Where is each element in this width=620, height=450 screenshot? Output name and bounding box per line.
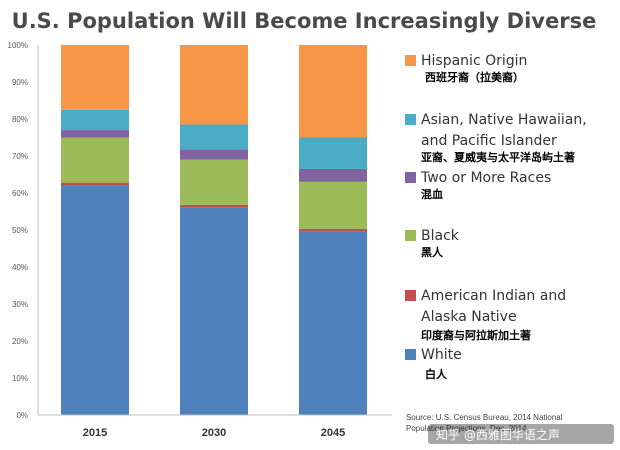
- legend-label-asian-1: Asian, Native Hawaiian,: [421, 112, 587, 128]
- y-tick-label-8: 80%: [12, 115, 28, 124]
- bar-2015-two-or-more-races: [61, 130, 129, 138]
- y-tick-label-1: 10%: [12, 374, 28, 383]
- legend-label-two-or-more: Two or More Races: [420, 170, 551, 186]
- source-note-line2: Population Projections, Dec. 2014: [406, 424, 527, 433]
- bar-2015-hispanic-origin: [61, 45, 129, 110]
- bar-2045-black: [299, 181, 367, 229]
- watermark-backdrop: [428, 424, 614, 444]
- x-tick-label-2045: 2045: [321, 427, 345, 439]
- legend-label-white-zh: 白人: [425, 367, 448, 381]
- legend-label-white: White: [421, 347, 462, 363]
- y-axis: 0% 10% 20% 30% 40% 50% 60% 70% 80% 90% 100%: [8, 41, 39, 420]
- bar-2030-american-indian-and-alaska-native: [180, 204, 248, 208]
- legend-label-asian-zh: 亚裔、夏威夷与太平洋岛屿土著: [421, 150, 575, 164]
- bar-2015-white: [61, 185, 129, 415]
- legend-label-hispanic-zh: 西班牙裔（拉美裔）: [425, 70, 524, 84]
- source-note-line1: Source: U.S. Census Bureau, 2014 Nationa…: [406, 413, 563, 422]
- legend: Hispanic Origin 西班牙裔（拉美裔） Asian, Native …: [405, 53, 587, 381]
- bar-2045-hispanic-origin: [299, 45, 367, 138]
- bar-2045-american-indian-and-alaska-native: [299, 228, 367, 232]
- legend-label-hispanic: Hispanic Origin: [421, 53, 527, 69]
- legend-label-black: Black: [421, 228, 460, 244]
- x-tick-label-2030: 2030: [202, 427, 226, 439]
- y-tick-label-2: 20%: [12, 337, 28, 346]
- y-tick-label-5: 50%: [12, 226, 28, 235]
- y-tick-label-10: 100%: [8, 41, 28, 50]
- bar-2045-two-or-more-races: [299, 168, 367, 182]
- x-tick-label-2015: 2015: [83, 427, 107, 439]
- legend-swatch-black: [405, 230, 416, 241]
- stacked-bars: [61, 45, 367, 415]
- chart-title: U.S. Population Will Become Increasingly…: [12, 9, 597, 33]
- legend-label-american-indian-1: American Indian and: [421, 288, 566, 304]
- legend-label-american-indian-zh: 印度裔与阿拉斯加土著: [421, 328, 531, 342]
- legend-swatch-two-or-more: [405, 172, 416, 183]
- legend-swatch-white: [405, 349, 416, 360]
- watermark: 知乎 @西雅图华语之声: [428, 424, 614, 444]
- y-tick-label-4: 40%: [12, 263, 28, 272]
- legend-swatch-asian: [405, 114, 416, 125]
- y-tick-label-0: 0%: [16, 411, 28, 420]
- watermark-text: 知乎 @西雅图华语之声: [436, 427, 560, 442]
- y-tick-label-7: 70%: [12, 152, 28, 161]
- legend-swatch-american-indian: [405, 290, 416, 301]
- bar-2015-black: [61, 137, 129, 183]
- bar-2015-american-indian-and-alaska-native: [61, 182, 129, 186]
- y-tick-label-6: 60%: [12, 189, 28, 198]
- legend-label-black-zh: 黑人: [421, 245, 444, 259]
- bar-2030-black: [180, 159, 248, 205]
- y-tick-label-3: 30%: [12, 300, 28, 309]
- legend-swatch-hispanic: [405, 55, 416, 66]
- legend-label-american-indian-2: Alaska Native: [421, 309, 517, 325]
- bar-2030-two-or-more-races: [180, 149, 248, 160]
- legend-label-two-or-more-zh: 混血: [421, 187, 443, 201]
- bar-2030-white: [180, 207, 248, 415]
- y-tick-label-9: 90%: [12, 78, 28, 87]
- bar-2030-asian-native-hawaiian-and-pacific-islander: [180, 124, 248, 150]
- bar-2030-hispanic-origin: [180, 45, 248, 125]
- x-axis: 2015 2030 2045: [38, 414, 392, 439]
- legend-label-asian-2: and Pacific Islander: [421, 133, 557, 149]
- bar-2045-asian-native-hawaiian-and-pacific-islander: [299, 137, 367, 169]
- bar-2015-asian-native-hawaiian-and-pacific-islander: [61, 109, 129, 131]
- bar-2045-white: [299, 231, 367, 415]
